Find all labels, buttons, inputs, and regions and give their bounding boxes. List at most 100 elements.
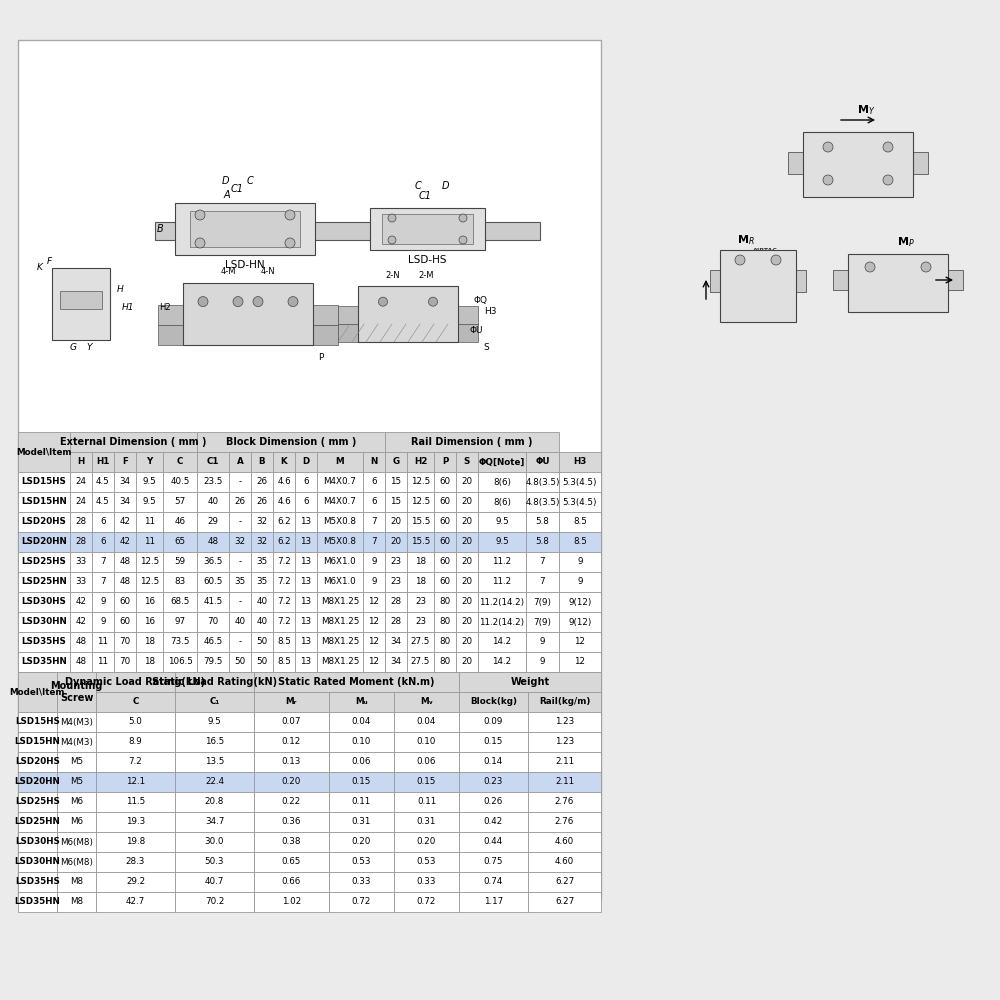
Text: 34: 34: [119, 497, 131, 506]
Bar: [526, 552, 559, 572]
Bar: [528, 772, 601, 792]
Text: C1: C1: [230, 184, 244, 194]
Bar: [18, 612, 70, 632]
Text: 59: 59: [174, 558, 186, 566]
Bar: [136, 472, 163, 492]
Text: M4X0.7: M4X0.7: [324, 478, 356, 487]
Bar: [394, 692, 459, 712]
Text: 80: 80: [439, 658, 451, 666]
Bar: [163, 612, 197, 632]
Circle shape: [195, 238, 205, 248]
Text: M8X1.25: M8X1.25: [321, 617, 359, 626]
Bar: [317, 532, 363, 552]
Bar: [363, 632, 385, 652]
Text: M8X1.25: M8X1.25: [321, 658, 359, 666]
Bar: [57, 792, 96, 812]
Text: 20: 20: [461, 478, 473, 487]
Text: 0.31: 0.31: [352, 818, 371, 826]
Text: LSD25HS: LSD25HS: [15, 798, 60, 806]
Bar: [175, 872, 254, 892]
Bar: [407, 472, 434, 492]
Text: 8.5: 8.5: [573, 538, 587, 546]
Text: 4-N: 4-N: [261, 266, 275, 275]
Text: Model\Item: Model\Item: [16, 448, 72, 456]
Bar: [158, 325, 338, 345]
Text: 5.8: 5.8: [536, 518, 549, 526]
Bar: [394, 892, 459, 912]
Circle shape: [198, 297, 208, 307]
Text: 65: 65: [174, 538, 186, 546]
Bar: [407, 612, 434, 632]
Text: 27.5: 27.5: [411, 658, 430, 666]
Bar: [52, 268, 110, 340]
Text: 12.5: 12.5: [411, 478, 430, 487]
Bar: [528, 892, 601, 912]
Text: C: C: [132, 698, 139, 706]
Text: 0.53: 0.53: [352, 857, 371, 866]
Bar: [197, 652, 229, 672]
Text: Mounting
Screw: Mounting Screw: [50, 681, 103, 703]
Bar: [251, 452, 273, 472]
Text: 42: 42: [120, 518, 130, 526]
Text: 32: 32: [234, 538, 246, 546]
Bar: [57, 832, 96, 852]
Bar: [317, 612, 363, 632]
Bar: [363, 572, 385, 592]
Bar: [163, 492, 197, 512]
Text: 5.8: 5.8: [536, 538, 549, 546]
Bar: [175, 732, 254, 752]
Bar: [114, 552, 136, 572]
Text: 32: 32: [256, 538, 268, 546]
Bar: [254, 732, 329, 752]
Bar: [175, 712, 254, 732]
Bar: [175, 812, 254, 832]
Text: 7: 7: [371, 538, 377, 546]
Bar: [229, 592, 251, 612]
Circle shape: [253, 297, 263, 307]
Bar: [197, 512, 229, 532]
Bar: [163, 512, 197, 532]
Bar: [434, 512, 456, 532]
Bar: [456, 532, 478, 552]
Bar: [254, 852, 329, 872]
Bar: [394, 792, 459, 812]
Bar: [18, 732, 57, 752]
Text: D: D: [302, 458, 310, 466]
Text: LSD35HS: LSD35HS: [15, 878, 60, 886]
Text: 23.5: 23.5: [203, 478, 223, 487]
Bar: [434, 572, 456, 592]
Text: 26: 26: [234, 497, 246, 506]
Text: 8.5: 8.5: [277, 658, 291, 666]
Text: 0.04: 0.04: [417, 718, 436, 726]
Text: ΦU: ΦU: [469, 326, 483, 335]
Text: K: K: [281, 458, 287, 466]
Text: 42.7: 42.7: [126, 898, 145, 906]
Bar: [559, 532, 601, 552]
Bar: [18, 512, 70, 532]
Text: 11: 11: [144, 518, 155, 526]
Bar: [175, 203, 315, 255]
Text: 9.5: 9.5: [143, 478, 156, 487]
Text: 28.3: 28.3: [126, 857, 145, 866]
Text: -: -: [238, 478, 242, 487]
Bar: [526, 512, 559, 532]
Text: 5.0: 5.0: [129, 718, 142, 726]
Bar: [459, 712, 528, 732]
Text: 0.66: 0.66: [282, 878, 301, 886]
Bar: [456, 512, 478, 532]
Text: 13: 13: [300, 538, 312, 546]
Bar: [456, 472, 478, 492]
Bar: [526, 632, 559, 652]
Text: S: S: [464, 458, 470, 466]
Bar: [273, 512, 295, 532]
Bar: [459, 852, 528, 872]
Bar: [317, 452, 363, 472]
Bar: [370, 208, 485, 250]
Text: 0.23: 0.23: [484, 778, 503, 786]
Circle shape: [288, 297, 298, 307]
Bar: [70, 472, 92, 492]
Bar: [394, 712, 459, 732]
Bar: [559, 632, 601, 652]
Bar: [295, 572, 317, 592]
Text: 0.38: 0.38: [282, 838, 301, 846]
